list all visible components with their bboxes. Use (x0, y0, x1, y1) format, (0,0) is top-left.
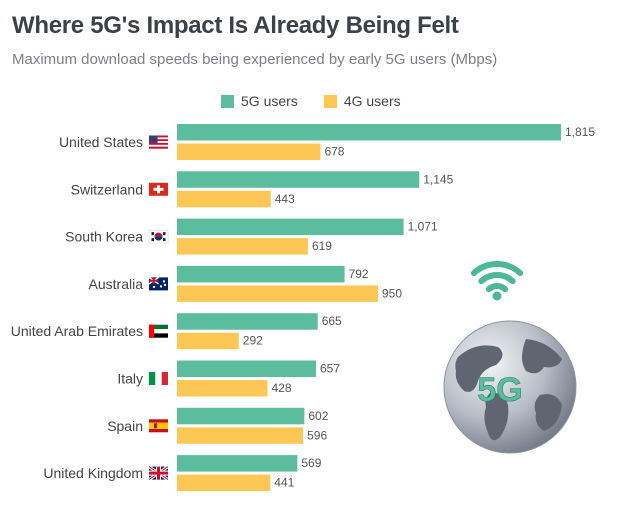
legend-swatch-5g (221, 94, 234, 108)
value-label-5g: 602 (308, 409, 328, 423)
value-label-5g: 569 (301, 456, 321, 470)
south-korea-flag-icon (148, 229, 169, 244)
value-label-5g: 665 (322, 314, 342, 328)
uk-flag-icon (148, 465, 169, 481)
bar-4g (177, 332, 239, 350)
category-label: Italy (117, 371, 143, 387)
category-label: South Korea (65, 229, 143, 245)
value-label-4g: 950 (382, 286, 402, 300)
australia-flag-icon (148, 276, 168, 291)
bar-4g (177, 380, 268, 397)
chart-subtitle: Maximum download speeds being experience… (12, 51, 498, 68)
bar-4g (177, 190, 271, 208)
bar-5g (177, 171, 420, 188)
value-label-4g: 428 (272, 381, 292, 395)
uae-flag-icon (149, 324, 168, 338)
value-label-5g: 1,815 (565, 125, 595, 139)
bar-5g (177, 455, 298, 472)
spain-flag-icon (149, 419, 168, 433)
legend-swatch-4g (323, 94, 337, 108)
italy-flag-icon (149, 372, 168, 385)
value-label-4g: 678 (324, 145, 344, 159)
legend-item-5g: 5G users (221, 93, 298, 109)
legend-label-4g: 4G users (343, 93, 401, 109)
value-label-5g: 1,145 (423, 172, 453, 186)
value-label-5g: 657 (320, 362, 340, 376)
category-label: United Arab Emirates (11, 323, 143, 339)
value-label-4g: 619 (312, 239, 332, 253)
category-label: Switzerland (71, 181, 143, 197)
globe-5g-icon: 5G (443, 261, 577, 454)
chart-title: Where 5G's Impact Is Already Being Felt (12, 12, 459, 39)
value-label-4g: 441 (274, 476, 294, 490)
bar-5g (177, 265, 345, 283)
value-label-5g: 1,071 (408, 220, 438, 234)
value-label-4g: 292 (243, 334, 263, 348)
bar-5g (177, 360, 317, 377)
value-label-4g: 443 (275, 192, 295, 206)
bar-4g (177, 238, 308, 255)
bar-5g (177, 313, 318, 330)
value-label-5g: 792 (349, 267, 369, 281)
switzerland-flag-icon (149, 182, 168, 196)
category-label: Australia (89, 276, 144, 292)
bar-5g (177, 218, 404, 236)
us-flag-icon (149, 135, 168, 149)
bar-5g (177, 124, 561, 141)
value-label-4g: 596 (307, 428, 327, 442)
legend: 5G users 4G users (221, 93, 427, 109)
bar-4g (177, 474, 271, 492)
legend-item-4g: 4G users (323, 93, 401, 109)
bar-4g (177, 285, 378, 302)
category-label: United Kingdom (43, 465, 143, 481)
globe-5g-label: 5G (477, 371, 522, 409)
bar-4g (177, 427, 304, 444)
category-label: United States (59, 134, 143, 150)
legend-label-5g: 5G users (241, 93, 298, 109)
bar-4g (177, 143, 321, 160)
bar-5g (177, 407, 305, 425)
category-label: Spain (107, 418, 143, 434)
